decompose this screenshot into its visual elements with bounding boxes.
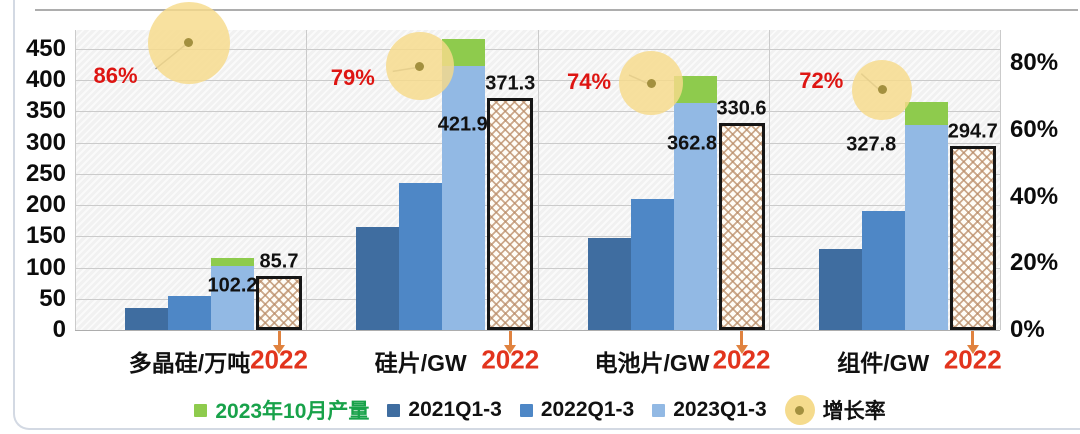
left-axis-tick-150: 150 [25,222,66,250]
bar-2023Q1-3-g0 [211,266,254,330]
growth-label-g2: 74% [566,69,612,95]
legend-swatch-icon-0 [194,403,208,417]
data-label-2022-g2: 330.6 [716,97,767,120]
bar-2022-hatched-g0 [256,276,302,330]
legend-label-2: 2022Q1-3 [540,398,635,421]
bar-2023Q1-3-g3 [904,125,948,330]
bar-2021Q1-3-g0 [125,307,168,330]
right-axis-tick-20: 20% [1010,249,1059,277]
left-axis-tick-450: 450 [25,34,66,62]
category-label-g2: 电池片/GW [594,350,710,376]
right-axis-tick-80: 80% [1010,49,1059,76]
top-divider-line [35,9,1078,11]
growth-dot-g1 [415,61,425,71]
growth-label-g1: 79% [330,65,375,91]
arrow-down-icon-g2 [735,345,748,354]
category-label-g1: 硅片/GW [374,350,467,376]
bar-oct2023-cap-g0 [211,258,254,267]
data-label-2023q13-g0: 102.2 [207,274,258,297]
arrow-shaft-g0 [277,331,281,345]
category-label-g0: 多晶硅/万吨 [128,350,251,376]
data-label-2022-g1: 371.3 [485,72,536,95]
growth-dot-g0 [184,38,193,48]
bar-2021Q1-3-g3 [818,248,862,330]
bar-2022-hatched-g3 [949,145,996,330]
left-axis-tick-300: 300 [25,128,66,156]
bar-2023Q1-3-g2 [673,103,717,330]
growth-rate-legend-dot [795,405,805,415]
bar-oct2023-cap-g3 [904,102,948,126]
bar-2022Q1-3-g1 [399,182,443,330]
legend-item-3: 2023Q1-3 [652,398,767,422]
growth-label-g3: 72% [799,67,844,93]
legend-label-4: 增长率 [822,400,886,423]
left-axis-tick-0: 0 [52,316,66,343]
bar-2021Q1-3-g1 [356,226,400,330]
arrow-down-icon-g3 [966,345,979,354]
left-axis-tick-200: 200 [25,191,66,218]
growth-label-g0: 86% [93,62,138,88]
gridline-v-4 [1000,30,1001,330]
x-axis-line [75,330,1000,331]
arrow-shaft-g3 [971,331,975,345]
growth-rate-legend-icon [784,395,815,425]
left-axis-tick-400: 400 [25,66,66,93]
bar-2022Q1-3-g0 [168,295,211,330]
arrow-down-icon-g1 [504,345,517,354]
left-axis-tick-350: 350 [25,97,66,125]
legend-item-4: 增长率 [784,395,886,425]
data-label-2022-g0: 85.7 [259,250,299,273]
growth-dot-g2 [646,78,656,88]
right-axis-tick-40: 40% [1010,182,1059,210]
legend-label-3: 2023Q1-3 [673,398,767,421]
gridline-v-3 [768,30,770,330]
bar-2022Q1-3-g3 [861,210,905,330]
data-label-2023q13-g1: 421.9 [437,113,488,136]
right-axis-tick-60: 60% [1010,115,1059,143]
data-label-2023q13-g3: 327.8 [846,133,897,156]
legend: 2023年10月产量 2021Q1-3 2022Q1-3 2023Q1-3 增长率 [0,392,1080,428]
legend-swatch-icon-1 [387,403,401,417]
data-label-2022-g3: 294.7 [947,120,998,143]
gridline-v-0 [75,30,76,330]
left-axis-tick-100: 100 [25,253,66,281]
legend-label-0: 2023年10月产量 [215,400,370,423]
legend-item-2: 2022Q1-3 [519,398,635,422]
growth-dot-g3 [877,85,887,95]
left-axis-tick-50: 50 [39,284,66,312]
bar-2023Q1-3-g1 [442,66,486,330]
right-axis-tick-0: 0% [1010,316,1045,343]
bar-2022-hatched-g1 [487,97,534,330]
legend-item-0: 2023年10月产量 [194,395,369,425]
arrow-down-icon-g0 [273,345,285,354]
legend-item-1: 2021Q1-3 [387,398,502,422]
gridline-v-1 [306,30,308,330]
legend-label-1: 2021Q1-3 [408,398,502,421]
category-label-g3: 组件/GW [837,350,930,376]
bar-2022Q1-3-g2 [630,198,674,330]
data-label-2023q13-g2: 362.8 [666,132,718,155]
bar-2021Q1-3-g2 [587,238,631,330]
legend-swatch-icon-2 [519,403,533,417]
bar-2022-hatched-g2 [718,123,765,330]
left-axis-tick-250: 250 [25,159,66,187]
arrow-shaft-g1 [508,331,512,345]
arrow-shaft-g2 [740,331,743,345]
legend-swatch-icon-3 [652,403,666,417]
gridline-v-2 [537,30,539,330]
